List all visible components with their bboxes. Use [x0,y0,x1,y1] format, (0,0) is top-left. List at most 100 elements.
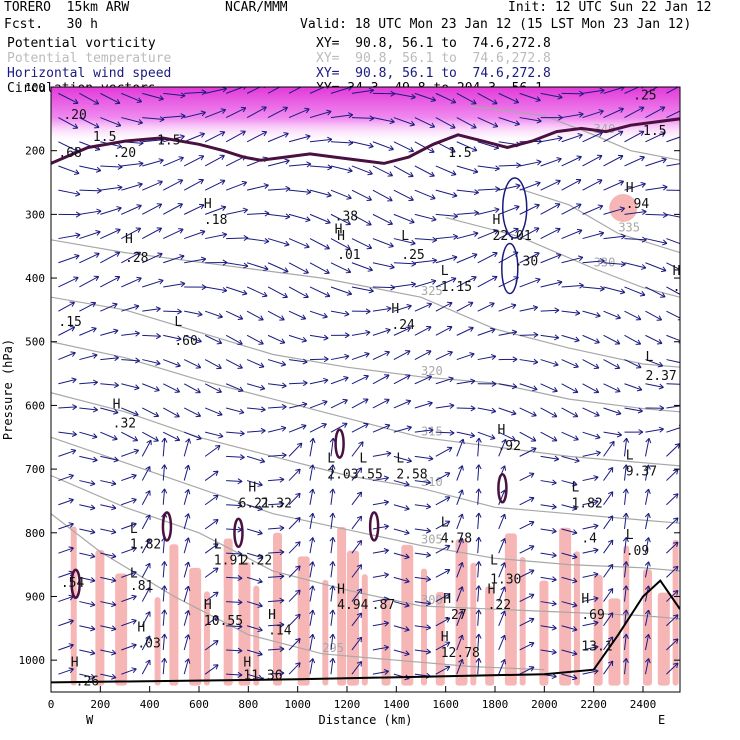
wind-vector-head [111,673,117,680]
wind-vector-head [281,382,287,389]
shaded-cell [337,527,347,686]
wind-vector [330,286,352,295]
wind-vector-head [553,455,560,462]
wind-vector-head [90,528,96,535]
wind-vector [477,633,480,651]
wind-vector-head [309,437,316,444]
wind-vector [246,310,264,321]
wind-vector-head [356,612,363,619]
contour-annotation: H [497,423,505,438]
wind-vector [204,664,219,675]
wind-vector [268,551,285,554]
wind-vector [456,141,478,152]
wind-vector-head [510,435,516,442]
wind-vector-head [348,139,354,146]
wind-vector [456,353,475,361]
contour-annotation: 2.58 [396,468,427,483]
wind-vector [393,327,411,336]
wind-vector [393,213,415,224]
isentrope-label: 295 [322,641,344,655]
wind-vector-head [681,83,686,88]
wind-vector [288,359,308,363]
wind-vector [624,156,645,167]
wind-vector [204,206,226,215]
wind-vector-head [237,575,243,582]
wind-vector-head [343,376,349,382]
legend-label: Potential temperature [7,51,172,66]
x-tick-label: 200 [90,698,110,711]
wind-vector [477,328,496,336]
contour-annotation: H [626,181,634,196]
wind-vector-head [490,327,496,334]
wind-vector-head [389,118,395,125]
wind-vector [141,587,151,602]
wind-vector [540,552,557,557]
wind-vector [603,515,614,530]
wind-vector [624,658,627,675]
wind-vector [309,400,328,409]
wind-vector [121,474,137,482]
model-label: TORERO 15km ARW [4,0,130,15]
wind-vector-head [279,621,285,628]
contour-annotation: H [113,398,121,413]
wind-vector [372,141,394,150]
wind-vector [414,625,431,629]
wind-vector [100,117,121,127]
wind-vector [582,155,603,167]
wind-vector [267,87,281,94]
wind-vector-head [237,671,243,678]
wind-vector-head [574,457,580,464]
wind-vector-head [551,600,557,607]
isentrope-line [51,436,680,572]
wind-vector-head [70,351,76,357]
wind-vector [163,334,182,340]
wind-vector-head [279,597,285,604]
wind-vector [393,649,410,655]
wind-vector-head [617,154,624,161]
contour-annotation: 13.1 [581,640,612,655]
wind-vector [204,519,219,530]
wind-vector [141,538,151,554]
x-tick-label: 400 [140,698,160,711]
shaded-cell [623,545,630,686]
wind-vector-head [574,336,580,343]
wind-vector [330,658,334,675]
wind-vector [246,87,262,94]
wind-vector-head [636,385,643,392]
wind-vector-head [622,488,629,494]
wind-vector [79,252,100,264]
wind-vector [372,549,389,554]
wind-vector-head [597,179,603,185]
wind-vector-head [458,489,464,495]
wind-vector [372,622,389,627]
wind-vector [268,383,287,387]
wind-vector [477,229,499,240]
wind-vector [79,231,101,240]
x-tick-label: 1200 [334,698,361,711]
wind-vector-head [196,337,202,344]
wind-vector-head [213,664,219,670]
wind-vector [540,334,559,339]
pv-contour [51,117,680,165]
wind-vector [330,376,349,385]
wind-vector [330,141,353,144]
wind-vector [456,610,463,626]
wind-vector-head [263,265,269,272]
isentrope-line [470,105,680,161]
wind-vector [477,276,498,288]
wind-vector [225,130,246,143]
wind-vector [603,539,614,554]
wind-vector [309,189,332,197]
wind-vector [162,633,166,651]
wind-vector-head [72,98,79,105]
wind-vector [666,213,680,218]
wind-vector-head [345,244,351,250]
wind-vector-head [295,565,301,571]
wind-vector [644,609,650,626]
wind-vector-head [131,594,137,601]
wind-vector [100,357,119,361]
wind-vector-head [365,329,371,336]
wind-vector [246,131,267,143]
wind-vector-head [90,480,96,487]
wind-vector-head [243,262,249,269]
